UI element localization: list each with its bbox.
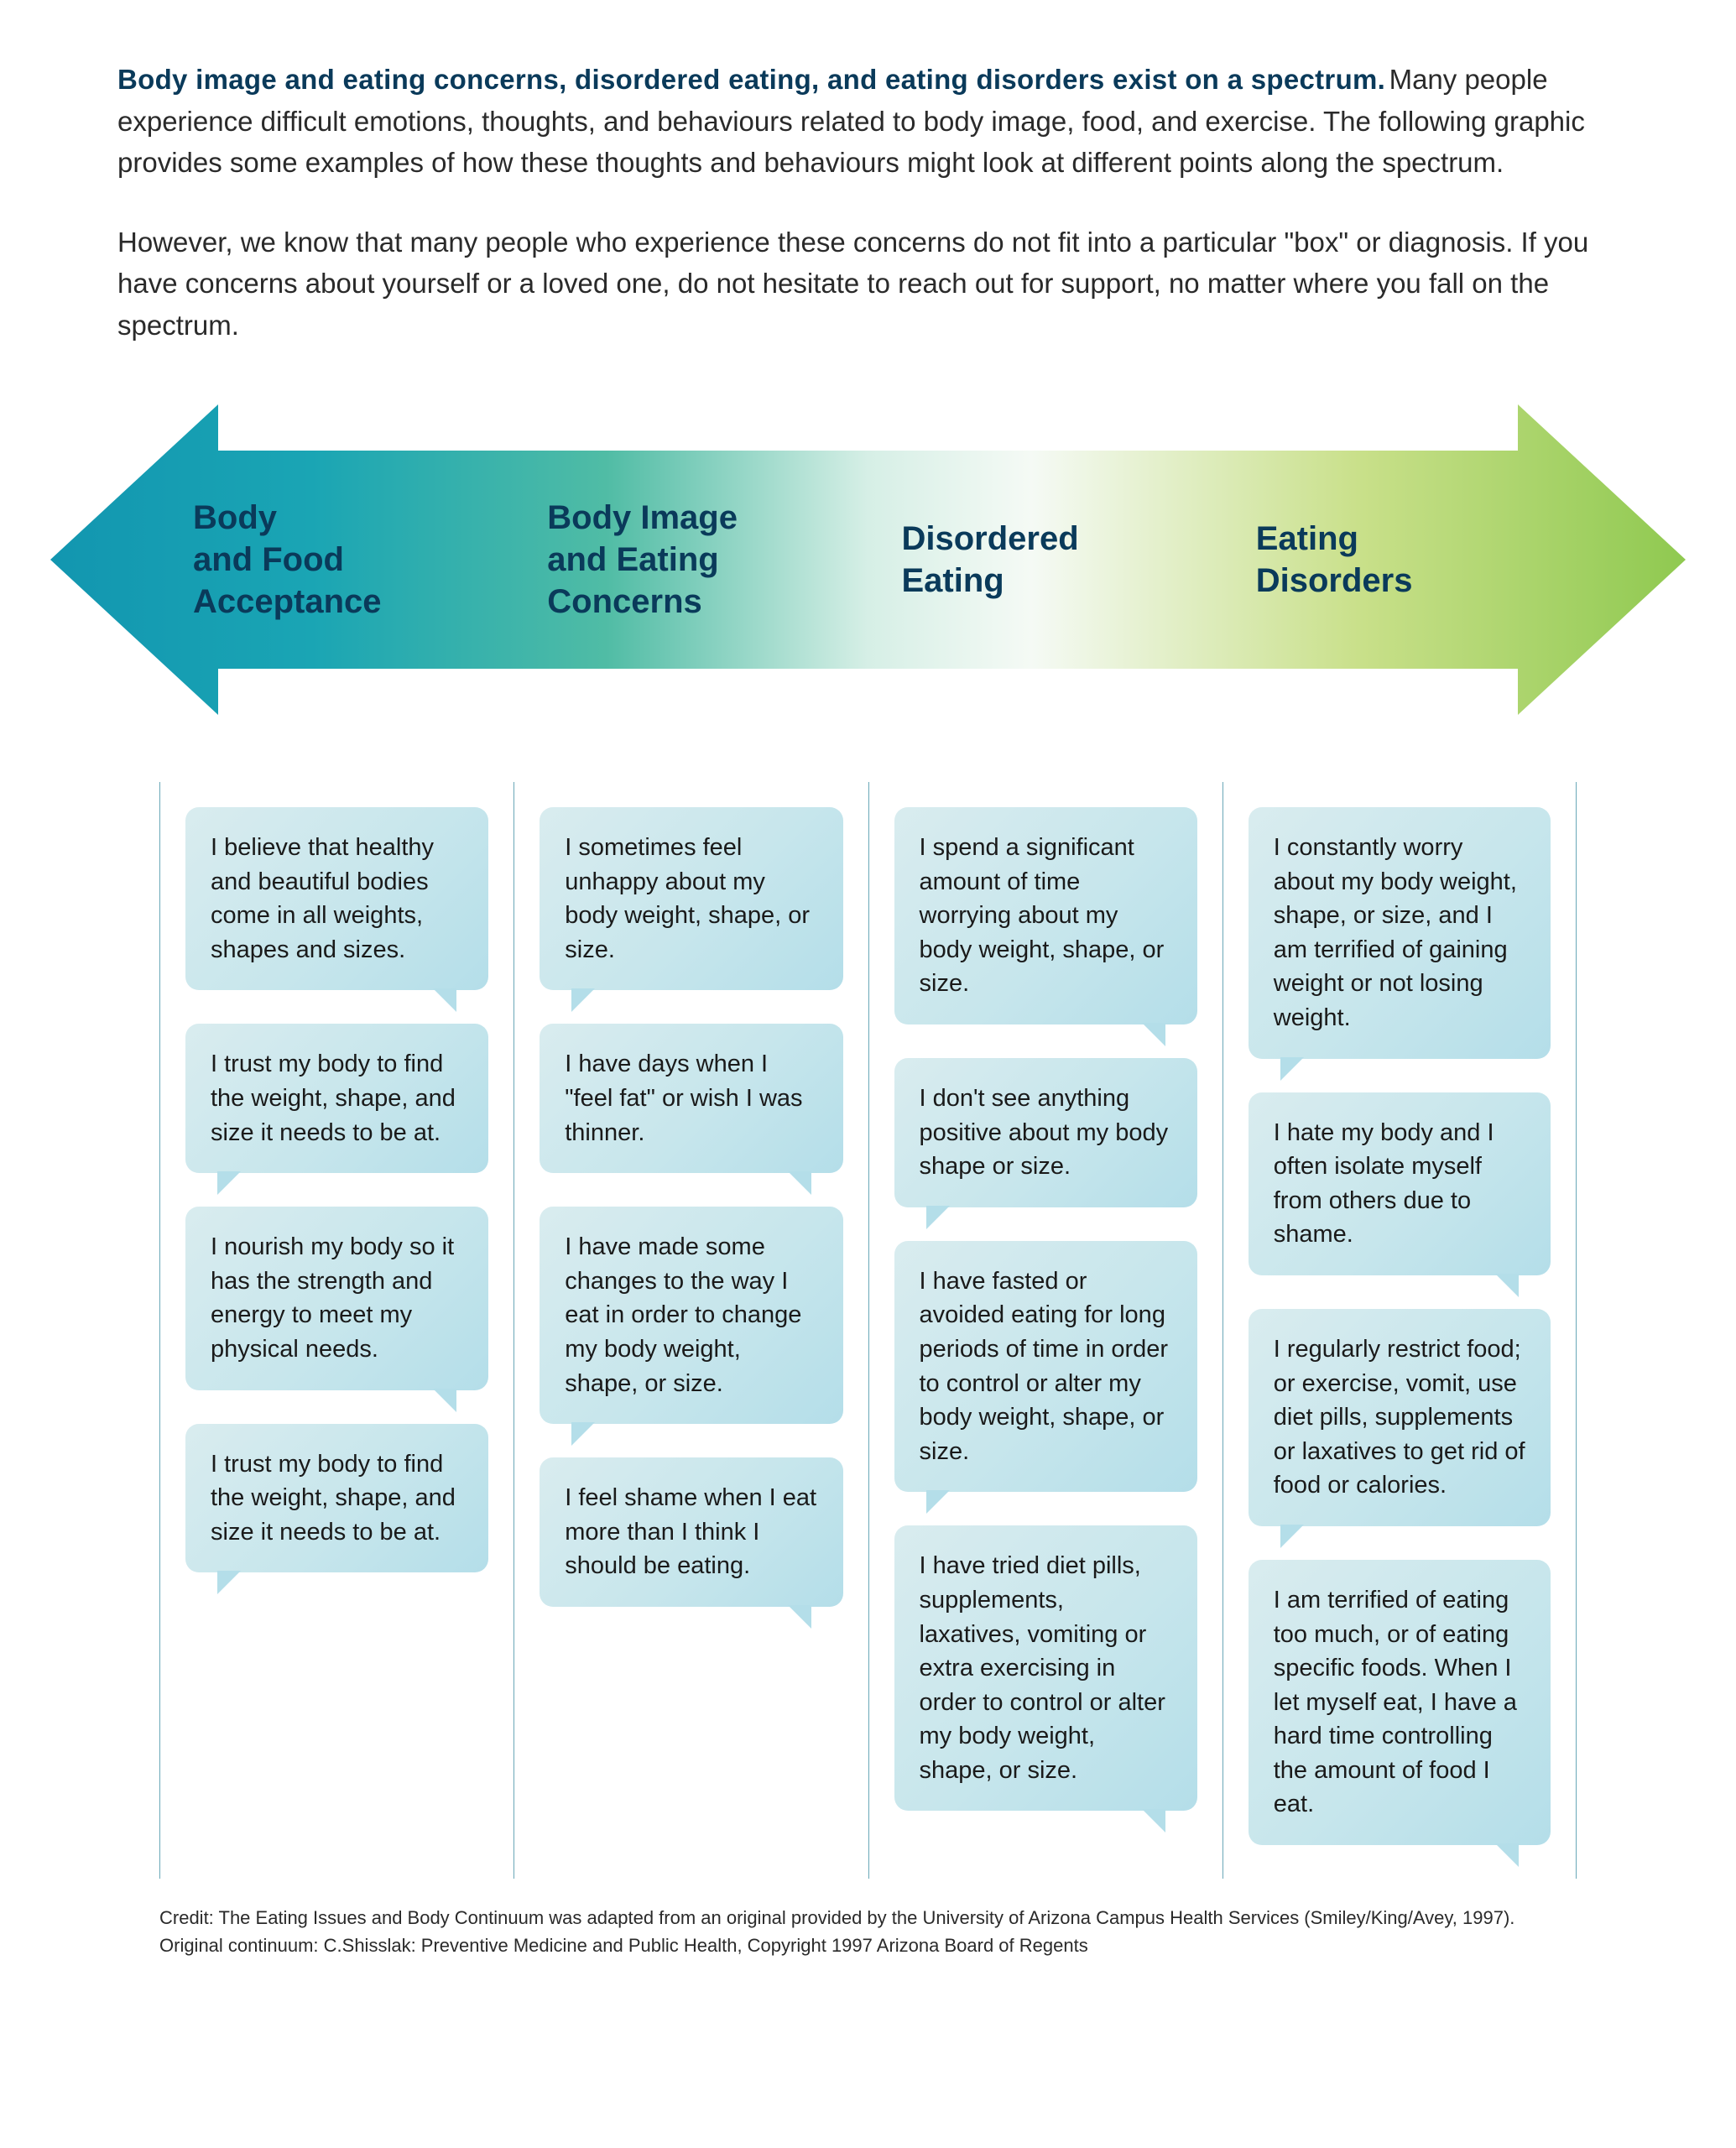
spectrum-arrow: Bodyand FoodAcceptance Body Imageand Eat… — [50, 404, 1686, 715]
speech-bubble: I believe that healthy and beautiful bod… — [185, 807, 488, 990]
intro-block: Body image and eating concerns, disorder… — [50, 59, 1686, 346]
spectrum-column-2: I spend a significant amount of time wor… — [868, 782, 1222, 1879]
speech-bubble: I have tried diet pills, supplements, la… — [894, 1525, 1197, 1811]
speech-bubble: I am terrified of eating too much, or of… — [1249, 1560, 1551, 1845]
credit-line-2: Original continuum: C.Shisslak: Preventi… — [159, 1932, 1635, 1959]
category-label-0: Bodyand FoodAcceptance — [159, 497, 514, 623]
spectrum-column-0: I believe that healthy and beautiful bod… — [159, 782, 514, 1879]
spectrum-columns: I believe that healthy and beautiful bod… — [50, 782, 1686, 1879]
speech-bubble: I don't see anything positive about my b… — [894, 1058, 1197, 1207]
speech-bubble: I constantly worry about my body weight,… — [1249, 807, 1551, 1059]
category-label-2: DisorderedEating — [868, 518, 1222, 602]
category-labels-row: Bodyand FoodAcceptance Body Imageand Eat… — [50, 404, 1686, 715]
intro-title: Body image and eating concerns, disorder… — [117, 64, 1385, 95]
category-label-3: EatingDisorders — [1222, 518, 1577, 602]
intro-paragraph-2: However, we know that many people who ex… — [117, 222, 1635, 347]
category-label-1: Body Imageand EatingConcerns — [514, 497, 868, 623]
speech-bubble: I sometimes feel unhappy about my body w… — [540, 807, 842, 990]
spectrum-column-3: I constantly worry about my body weight,… — [1222, 782, 1577, 1879]
speech-bubble: I have days when I "feel fat" or wish I … — [540, 1024, 842, 1173]
speech-bubble: I trust my body to find the weight, shap… — [185, 1024, 488, 1173]
speech-bubble: I feel shame when I eat more than I thin… — [540, 1457, 842, 1607]
speech-bubble: I have fasted or avoided eating for long… — [894, 1241, 1197, 1493]
speech-bubble: I have made some changes to the way I ea… — [540, 1207, 842, 1424]
speech-bubble: I hate my body and I often isolate mysel… — [1249, 1092, 1551, 1275]
speech-bubble: I trust my body to find the weight, shap… — [185, 1424, 488, 1573]
credit-line-1: Credit: The Eating Issues and Body Conti… — [159, 1904, 1635, 1932]
speech-bubble: I spend a significant amount of time wor… — [894, 807, 1197, 1024]
speech-bubble: I regularly restrict food; or exercise, … — [1249, 1309, 1551, 1526]
speech-bubble: I nourish my body so it has the strength… — [185, 1207, 488, 1389]
credit-block: Credit: The Eating Issues and Body Conti… — [50, 1879, 1686, 1959]
spectrum-column-1: I sometimes feel unhappy about my body w… — [514, 782, 868, 1879]
